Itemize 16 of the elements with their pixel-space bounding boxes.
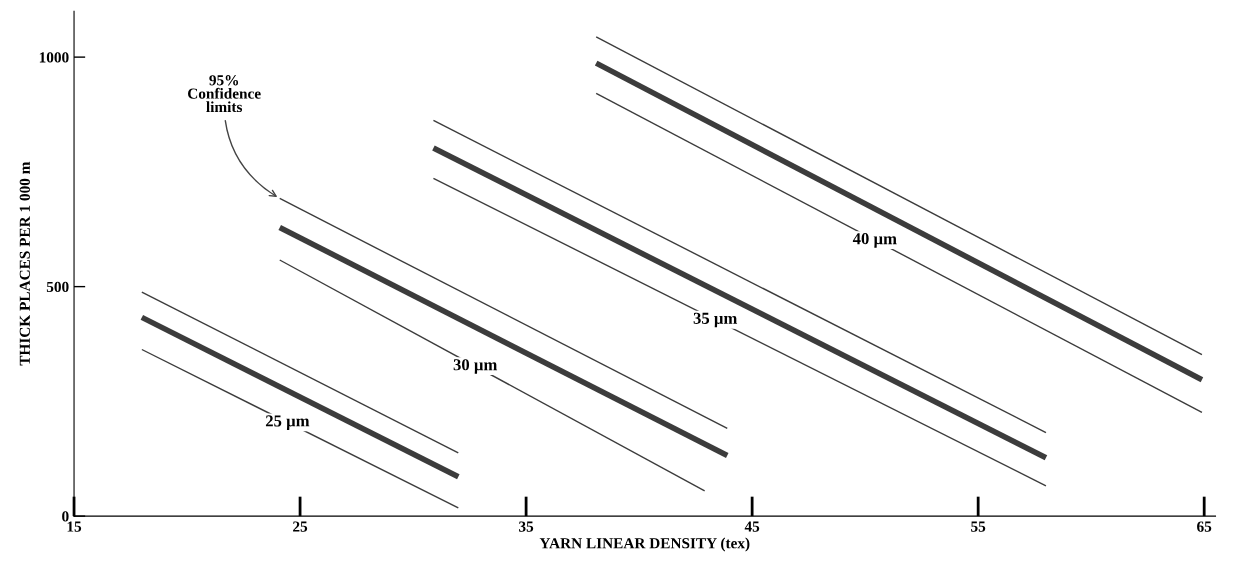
x-tick-label: 25 xyxy=(293,521,308,532)
x-tick-label: 35 xyxy=(519,521,534,532)
x-tick-label: 65 xyxy=(1197,521,1212,532)
x-tick-label: 15 xyxy=(67,521,82,532)
series-label: 35 µm xyxy=(693,312,738,328)
y-tick-label: 500 xyxy=(46,281,69,293)
y-tick-label: 1000 xyxy=(39,52,69,63)
series-label: 30 µm xyxy=(453,359,498,374)
annotation: 95% Confidence limits xyxy=(188,75,261,113)
y-axis-title: THICK PLACES PER 1 000 m xyxy=(19,161,30,366)
series-label: 25 µm xyxy=(265,415,310,430)
y-tick-label: 0 xyxy=(62,511,69,522)
x-tick-label: 45 xyxy=(744,521,760,532)
series-label: 40 µm xyxy=(852,233,897,248)
x-axis-title: YARN LINEAR DENSITY (tex) xyxy=(539,537,750,552)
x-tick-label: 55 xyxy=(971,521,986,532)
